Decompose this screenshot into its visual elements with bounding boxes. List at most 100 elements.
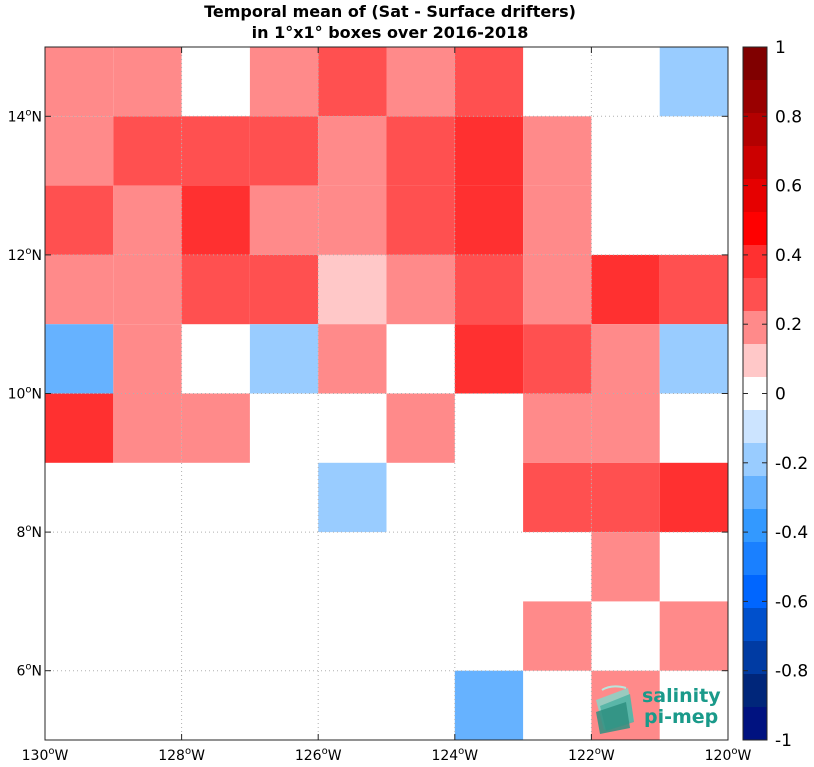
logo: salinity pi-mep	[596, 685, 721, 734]
logo-mark-icon	[596, 685, 634, 734]
colorbar-tick-label: -0.4	[775, 523, 808, 543]
colorbar-swatch	[743, 344, 767, 378]
colorbar-tick-label: -1	[775, 731, 792, 751]
heatmap-cell	[318, 324, 387, 394]
heatmap-cell	[249, 254, 319, 325]
heatmap-cell	[523, 393, 592, 463]
heatmap-cell	[45, 393, 114, 463]
heatmap-cell	[386, 393, 455, 463]
heatmap-cell	[386, 254, 455, 325]
colorbar-tick-label: -0.8	[775, 662, 808, 682]
heatmap-cell	[523, 116, 592, 186]
colorbar-tick-label: 1	[775, 38, 786, 58]
colorbar-swatch	[743, 443, 767, 477]
heatmap-cell	[113, 185, 182, 255]
heatmap-cell	[591, 324, 660, 394]
heatmap-cell	[181, 254, 250, 325]
heatmap-cell	[45, 116, 114, 186]
x-tick-label: 128oW	[158, 746, 205, 763]
x-tick-label: 130oW	[22, 746, 69, 763]
colorbar-swatch	[743, 608, 767, 642]
y-tick-label: 10oN	[8, 385, 42, 403]
heatmap-cell	[523, 462, 592, 533]
heatmap-cell	[454, 47, 524, 117]
colorbar-swatch	[743, 311, 767, 345]
colorbar-swatch	[743, 212, 767, 246]
colorbar-swatch	[743, 641, 767, 675]
heatmap-cell	[45, 254, 114, 325]
colorbar-tick-label: 0.2	[775, 315, 802, 335]
colorbar-swatch	[743, 542, 767, 576]
heatmap-cell	[523, 324, 592, 394]
heatmap-cells	[45, 47, 728, 740]
colorbar-tick-label: 0.6	[775, 177, 802, 197]
heatmap-cell	[45, 47, 114, 117]
heatmap-cell	[318, 462, 387, 533]
y-axis: 6oN 8oN 10oN 12oN 14oN	[8, 107, 728, 680]
y-tick-label: 8oN	[16, 523, 42, 541]
heatmap-cell	[659, 324, 728, 394]
colorbar-swatch	[743, 674, 767, 708]
heatmap-cell	[113, 47, 182, 117]
x-tick-label: 124oW	[431, 746, 478, 763]
heatmap-cell	[45, 324, 114, 394]
heatmap-cell	[181, 393, 250, 463]
chart-title-line2: in 1°x1° boxes over 2016-2018	[252, 23, 529, 42]
heatmap-cell	[454, 116, 524, 186]
heatmap-cell	[113, 254, 182, 325]
heatmap-cell	[181, 185, 250, 255]
colorbar-swatch	[743, 476, 767, 510]
heatmap-cell	[113, 393, 182, 463]
colorbar-swatch	[743, 113, 767, 147]
heatmap-cell	[523, 254, 592, 325]
heatmap-cell	[659, 254, 728, 325]
colorbar-swatch	[743, 707, 767, 741]
colorbar-swatch	[743, 410, 767, 444]
colorbar-swatch	[743, 278, 767, 312]
heatmap-cell	[318, 47, 387, 117]
heatmap-cell	[591, 254, 660, 325]
heatmap-cell	[659, 601, 728, 671]
logo-text-line1: salinity	[642, 685, 721, 707]
colorbar-swatch	[743, 179, 767, 213]
heatmap-cell	[523, 601, 592, 671]
heatmap-cell	[454, 324, 524, 394]
heatmap-cell	[113, 116, 182, 186]
colorbar-tick-label: -0.6	[775, 592, 808, 612]
heatmap-cell	[591, 393, 660, 463]
y-tick-label: 14oN	[8, 107, 42, 125]
heatmap-cell	[249, 47, 319, 117]
heatmap-cell	[318, 185, 387, 255]
y-tick-label: 12oN	[8, 246, 42, 264]
heatmap-cell	[591, 532, 660, 602]
colorbar-swatch	[743, 47, 767, 81]
colorbar-swatch	[743, 245, 767, 279]
heatmap-cell	[591, 462, 660, 533]
heatmap-cell	[113, 324, 182, 394]
heatmap-cell	[454, 254, 524, 325]
y-tick-label: 6oN	[16, 662, 42, 680]
heatmap-cell	[386, 116, 455, 186]
colorbar-tick-label: 0	[775, 385, 786, 405]
heatmap-cell	[249, 116, 319, 186]
x-tick-label: 126oW	[295, 746, 342, 763]
colorbar-swatch	[743, 80, 767, 114]
heatmap-cell	[386, 185, 455, 255]
heatmap-cell	[181, 116, 250, 186]
heatmap-cell	[454, 185, 524, 255]
colorbar: 1 0.8 0.6 0.4 0.2 0 -0.2 -0.4 -0.6 -0.8 -1	[742, 38, 808, 751]
colorbar-swatch	[743, 575, 767, 609]
colorbar-swatch	[743, 509, 767, 543]
heatmap-cell	[249, 324, 319, 394]
x-tick-label: 120oW	[705, 746, 752, 763]
heatmap-cell	[45, 185, 114, 255]
logo-text-line2: pi-mep	[644, 706, 718, 728]
heatmap-cell	[659, 47, 728, 117]
heatmap-cell	[659, 462, 728, 533]
heatmap-cell	[249, 185, 319, 255]
heatmap-cell	[318, 254, 387, 325]
colorbar-tick-label: 0.8	[775, 107, 802, 127]
heatmap-cell	[386, 47, 455, 117]
